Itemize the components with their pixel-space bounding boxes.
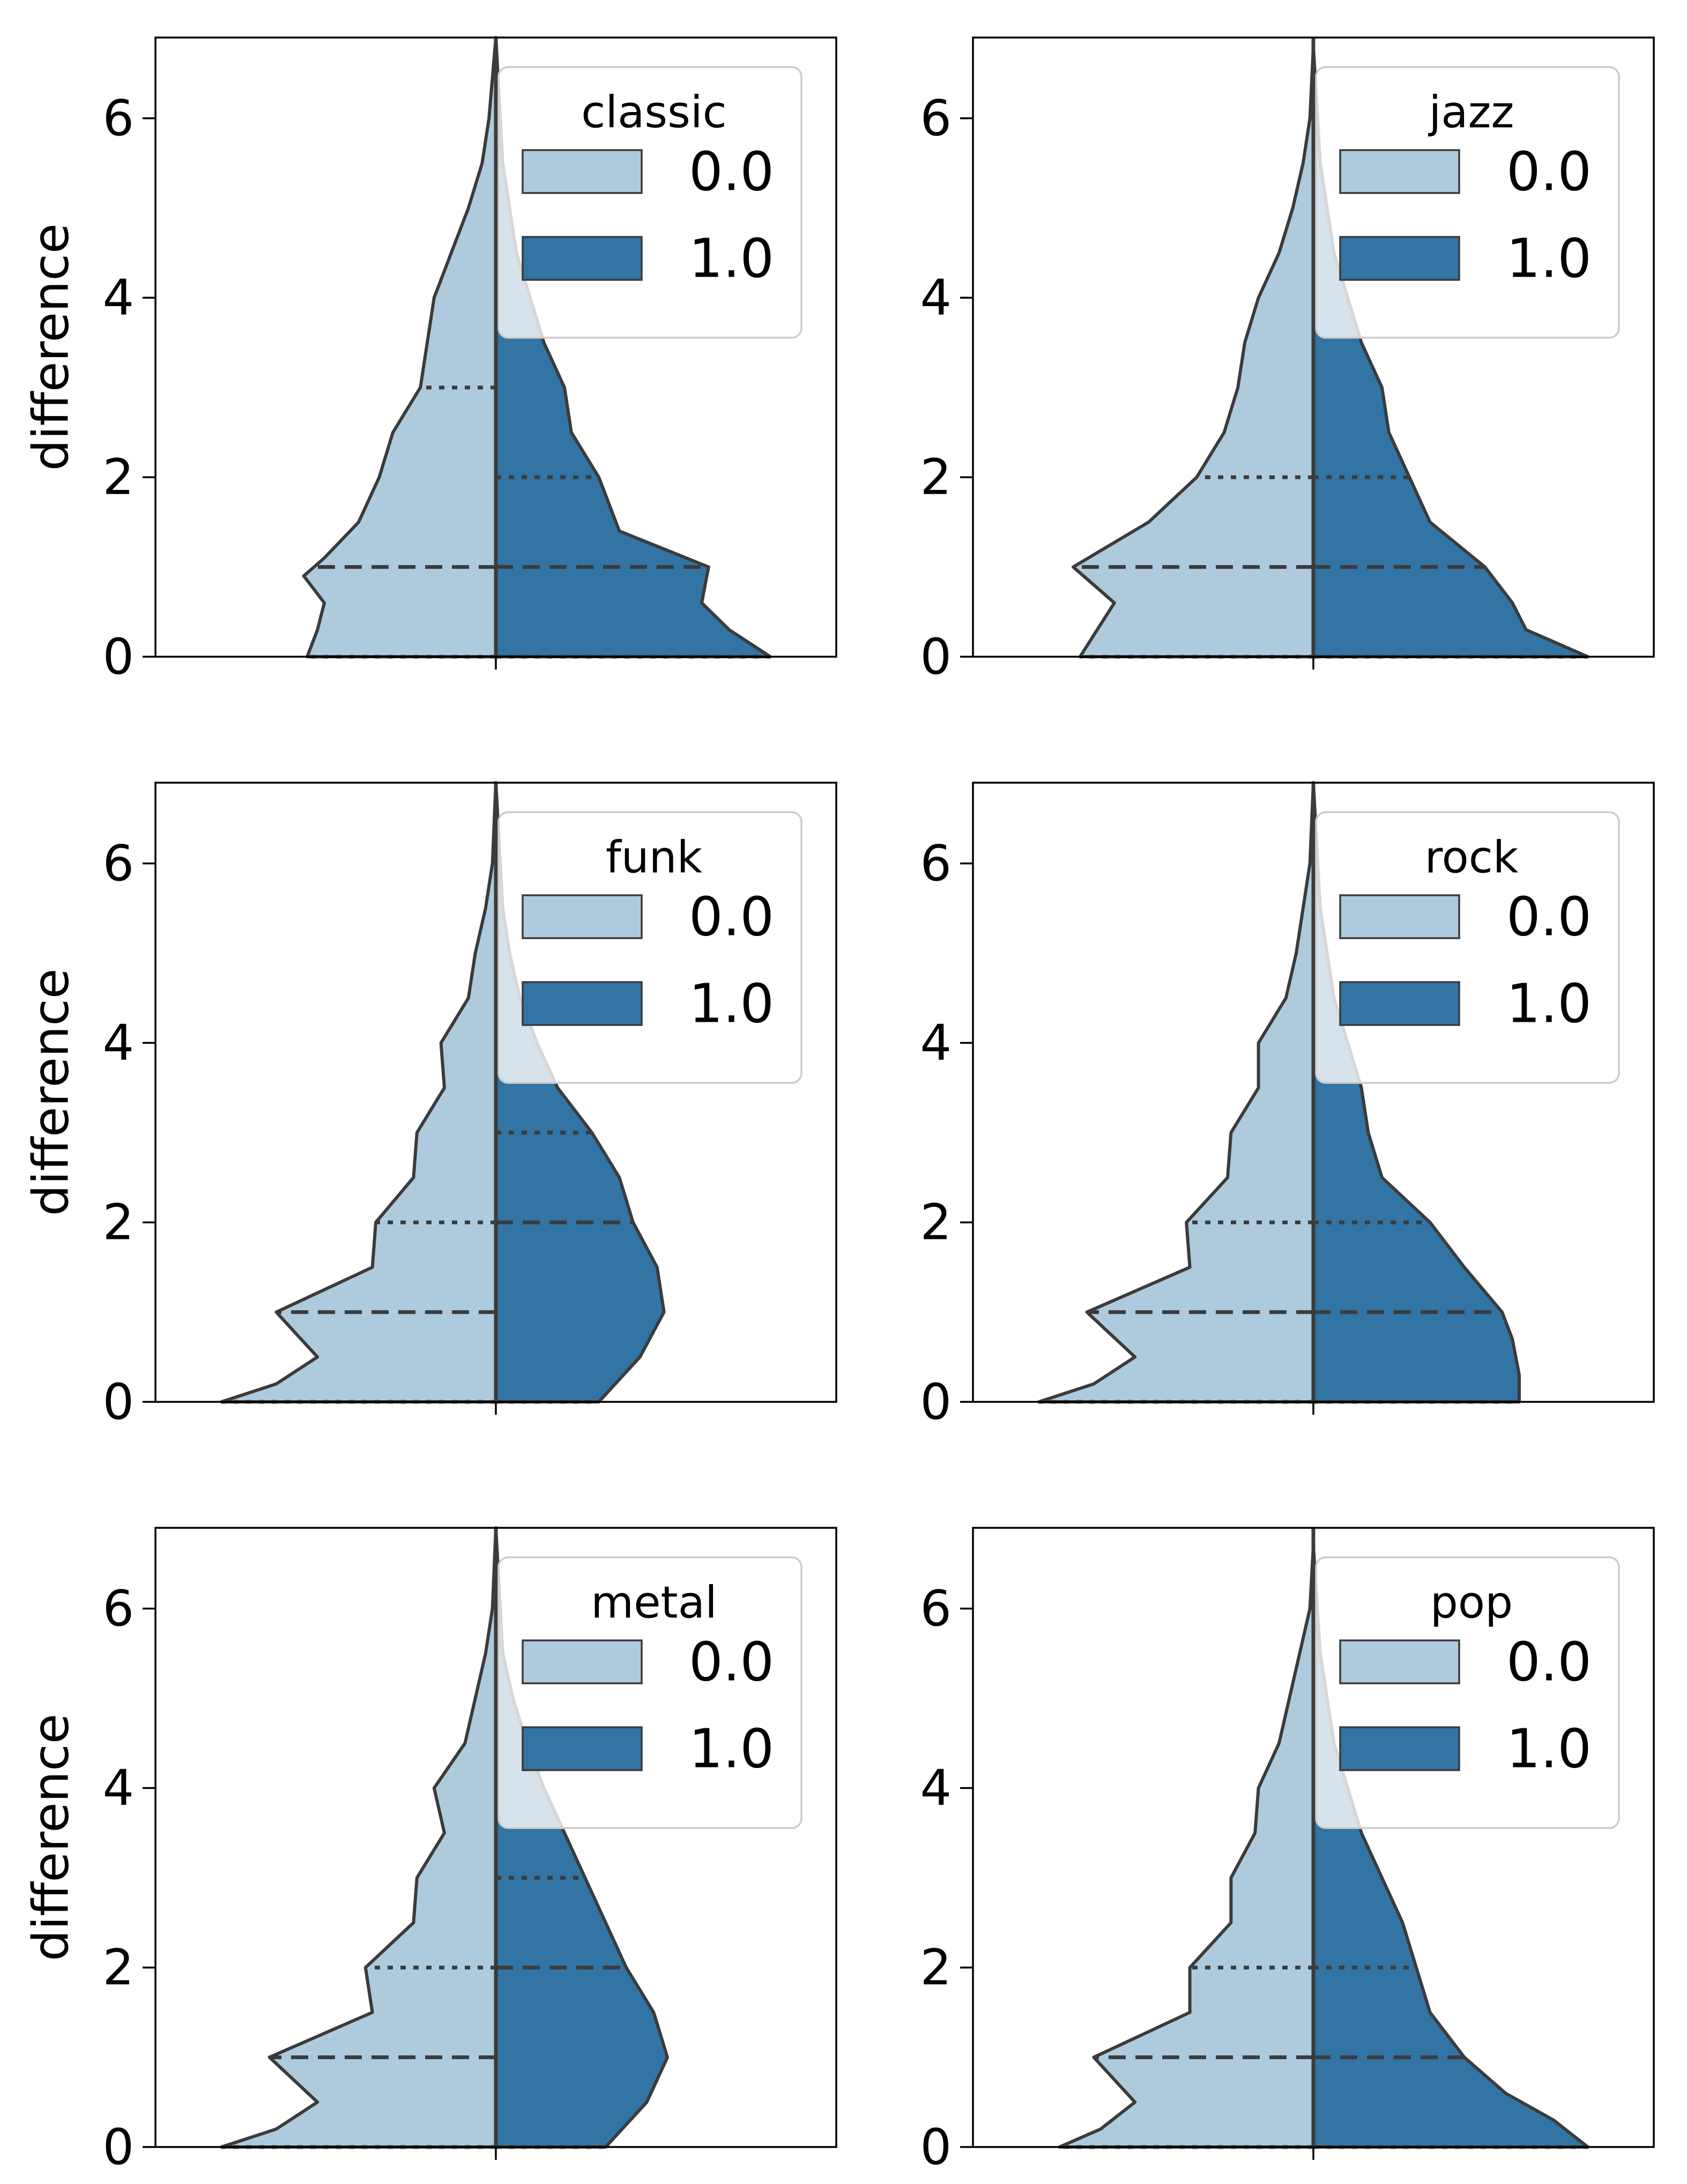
violin-half-0.0 — [1058, 1544, 1315, 2149]
y-tick-label: 0 — [102, 628, 134, 686]
y-tick-label: 6 — [920, 90, 952, 147]
legend-swatch-0.0 — [1339, 149, 1460, 194]
y-tick-label: 6 — [102, 835, 134, 892]
y-tick-label: 6 — [920, 835, 952, 892]
y-axis-label: difference — [23, 1714, 80, 1962]
legend-title: jazz — [1428, 87, 1514, 138]
legend-label: 1.0 — [1506, 972, 1592, 1035]
violin-half-0.0 — [1037, 781, 1315, 1403]
legend-swatch-1.0 — [522, 236, 643, 281]
legend-swatch-1.0 — [1339, 1726, 1460, 1771]
y-tick-label: 6 — [102, 90, 134, 147]
legend-label: 1.0 — [689, 1718, 774, 1780]
legend-title: pop — [1430, 1578, 1513, 1629]
legend-label: 0.0 — [1506, 1631, 1592, 1693]
y-tick-label: 2 — [920, 1939, 952, 1996]
legend-swatch-1.0 — [1339, 236, 1460, 281]
legend-title: rock — [1425, 833, 1519, 883]
y-axis-label: difference — [23, 224, 80, 471]
legend-swatch-1.0 — [1339, 981, 1460, 1026]
legend-swatch-1.0 — [522, 1726, 643, 1771]
legend-swatch-0.0 — [522, 149, 643, 194]
legend-label: 0.0 — [689, 140, 774, 203]
y-tick-label: 2 — [920, 1194, 952, 1251]
violin-half-0.0 — [302, 36, 497, 658]
y-tick-label: 0 — [920, 2119, 952, 2176]
legend-label: 0.0 — [1506, 140, 1592, 203]
legend-label: 1.0 — [689, 972, 774, 1035]
legend-title: metal — [591, 1578, 717, 1629]
legend-title: funk — [606, 833, 703, 883]
y-tick-label: 6 — [920, 1580, 952, 1637]
violin-half-0.0 — [220, 781, 497, 1403]
y-tick-label: 2 — [920, 449, 952, 506]
legend-label: 0.0 — [1506, 886, 1592, 948]
y-tick-label: 2 — [102, 1194, 134, 1251]
y-tick-label: 4 — [920, 1014, 952, 1072]
y-tick-label: 4 — [102, 269, 134, 326]
y-tick-label: 6 — [102, 1580, 134, 1637]
legend-swatch-1.0 — [522, 981, 643, 1026]
y-tick-label: 0 — [920, 1373, 952, 1431]
legend-label: 0.0 — [689, 1631, 774, 1693]
y-tick-label: 4 — [920, 269, 952, 326]
y-tick-label: 4 — [920, 1759, 952, 1817]
legend-label: 1.0 — [1506, 1718, 1592, 1780]
legend-label: 1.0 — [1506, 227, 1592, 290]
legend-swatch-0.0 — [522, 894, 643, 939]
violin-half-0.0 — [220, 1526, 497, 2149]
y-tick-label: 0 — [102, 2119, 134, 2176]
y-axis-label: difference — [23, 969, 80, 1216]
y-tick-label: 4 — [102, 1014, 134, 1072]
legend-title: classic — [581, 87, 726, 138]
violin-half-0.0 — [1072, 44, 1315, 658]
legend-swatch-0.0 — [1339, 1639, 1460, 1684]
legend-label: 1.0 — [689, 227, 774, 290]
y-tick-label: 0 — [920, 628, 952, 686]
y-tick-label: 0 — [102, 1373, 134, 1431]
legend-swatch-0.0 — [1339, 894, 1460, 939]
y-tick-label: 2 — [102, 449, 134, 506]
legend-label: 0.0 — [689, 886, 774, 948]
y-tick-label: 4 — [102, 1759, 134, 1817]
legend-swatch-0.0 — [522, 1639, 643, 1684]
y-tick-label: 2 — [102, 1939, 134, 1996]
